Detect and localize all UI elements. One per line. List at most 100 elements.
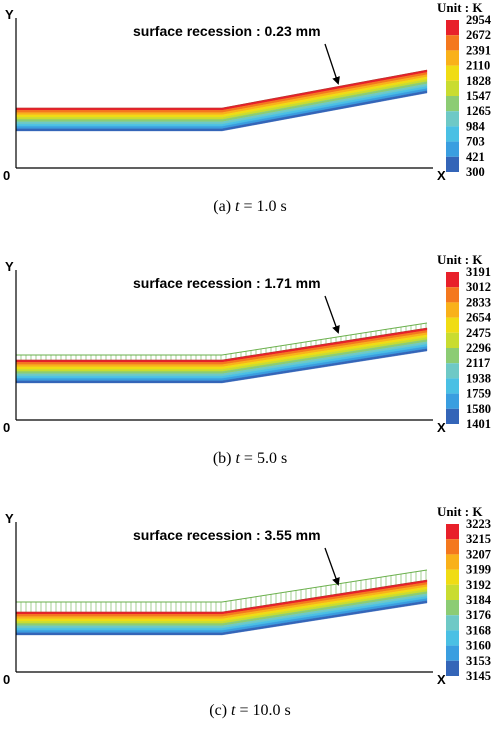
legend-value: 3160 xyxy=(466,639,491,653)
recession-outline xyxy=(16,569,428,603)
temperature-layers xyxy=(15,579,428,636)
legend-swatch xyxy=(446,524,459,540)
legend-value: 2833 xyxy=(466,295,491,309)
legend-value: 3223 xyxy=(466,517,491,531)
legend-swatch xyxy=(446,126,459,142)
legend-swatch xyxy=(446,600,459,616)
recession-annotation: surface recession : 0.23 mm xyxy=(133,23,321,39)
annotation-arrow xyxy=(324,295,340,334)
legend-value: 1401 xyxy=(466,417,491,431)
legend-swatch xyxy=(446,630,459,646)
legend-value: 1265 xyxy=(466,104,491,118)
origin-label: 0 xyxy=(3,168,10,183)
unit-label: Unit : K xyxy=(437,504,483,519)
legend-value: 421 xyxy=(466,150,485,164)
unit-label: Unit : K xyxy=(437,0,483,15)
x-axis-label: X xyxy=(437,672,446,687)
legend-swatch xyxy=(446,317,459,333)
recession-hatch xyxy=(15,322,428,360)
legend-swatch xyxy=(446,156,459,172)
legend-swatch xyxy=(446,584,459,600)
x-axis-label: X xyxy=(437,168,446,183)
legend-value: 3184 xyxy=(466,593,492,607)
legend-swatch xyxy=(446,554,459,570)
legend-swatch xyxy=(446,111,459,127)
legend-value: 984 xyxy=(466,119,486,133)
legend-swatch xyxy=(446,539,459,555)
legend-swatch xyxy=(446,332,459,348)
legend-value: 2110 xyxy=(466,59,490,73)
recession-hatch xyxy=(15,569,428,612)
legend-swatch xyxy=(446,141,459,157)
legend-swatch xyxy=(446,408,459,424)
legend-value: 1938 xyxy=(466,371,491,385)
legend-value: 3192 xyxy=(466,578,491,592)
legend-value: 2954 xyxy=(466,13,492,27)
recession-outline xyxy=(16,322,428,356)
legend-value: 3153 xyxy=(466,654,491,668)
legend-value: 1828 xyxy=(466,74,491,88)
legend-value: 3215 xyxy=(466,532,491,546)
y-axis-label: Y xyxy=(5,7,14,22)
legend-value: 1580 xyxy=(466,402,491,416)
legend-value: 1759 xyxy=(466,387,491,401)
legend-value: 2475 xyxy=(466,326,491,340)
legend-swatch xyxy=(446,80,459,96)
legend-value: 3176 xyxy=(466,608,491,622)
recession-annotation: surface recession : 3.55 mm xyxy=(133,527,321,543)
legend-swatch xyxy=(446,272,459,288)
origin-label: 0 xyxy=(3,672,10,687)
legend-swatch xyxy=(446,363,459,379)
legend-swatch xyxy=(446,348,459,364)
y-axis-label: Y xyxy=(5,511,14,526)
legend-value: 3207 xyxy=(466,547,491,561)
annotation-arrow xyxy=(324,43,340,85)
legend-swatch xyxy=(446,378,459,394)
legend-value: 2296 xyxy=(466,341,491,355)
surface-line xyxy=(16,327,428,361)
legend-value: 1547 xyxy=(466,89,491,103)
temperature-layers xyxy=(15,69,428,132)
y-axis-label: Y xyxy=(5,259,14,274)
legend-swatch xyxy=(446,645,459,661)
legend-value: 2672 xyxy=(466,28,491,42)
legend-value: 3199 xyxy=(466,563,491,577)
legend-swatch xyxy=(446,393,459,409)
legend-value: 3145 xyxy=(466,669,491,683)
legend-swatch xyxy=(446,20,459,36)
legend-value: 3012 xyxy=(466,280,491,294)
origin-label: 0 xyxy=(3,420,10,435)
legend-swatch xyxy=(446,96,459,112)
legend-swatch xyxy=(446,287,459,303)
legend-value: 703 xyxy=(466,135,485,149)
recession-annotation: surface recession : 1.71 mm xyxy=(133,275,321,291)
legend-swatch xyxy=(446,65,459,81)
legend-swatch xyxy=(446,35,459,51)
legend-swatch xyxy=(446,302,459,318)
legend-swatch xyxy=(446,615,459,631)
legend-swatch xyxy=(446,660,459,676)
panel-caption: (b) t = 5.0 s xyxy=(213,450,287,467)
surface-line xyxy=(16,69,428,109)
panel-caption: (a) t = 1.0 s xyxy=(213,198,286,215)
legend-value: 300 xyxy=(466,165,485,179)
legend-swatch xyxy=(446,50,459,66)
panel-caption: (c) t = 10.0 s xyxy=(209,702,290,719)
legend-value: 2391 xyxy=(466,43,491,57)
legend-value: 3168 xyxy=(466,623,491,637)
legend-value: 2117 xyxy=(466,356,490,370)
legend-value: 2654 xyxy=(466,311,492,325)
legend-swatch xyxy=(446,569,459,585)
x-axis-label: X xyxy=(437,420,446,435)
unit-label: Unit : K xyxy=(437,252,483,267)
legend-value: 3191 xyxy=(466,265,491,279)
annotation-arrow xyxy=(324,547,340,586)
surface-line xyxy=(16,579,428,613)
